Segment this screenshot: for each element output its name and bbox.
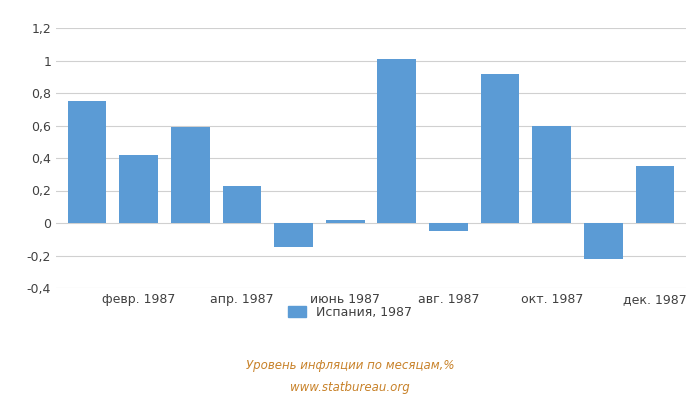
Bar <box>68 101 106 223</box>
Bar <box>274 223 313 247</box>
Bar <box>584 223 623 259</box>
Bar <box>223 186 261 223</box>
Bar <box>429 223 468 231</box>
Bar <box>171 127 209 223</box>
Bar <box>326 220 365 223</box>
Legend: Испания, 1987: Испания, 1987 <box>283 301 417 324</box>
Text: www.statbureau.org: www.statbureau.org <box>290 382 410 394</box>
Text: Уровень инфляции по месяцам,%: Уровень инфляции по месяцам,% <box>246 360 454 372</box>
Bar <box>481 74 519 223</box>
Bar <box>533 126 571 223</box>
Bar <box>636 166 674 223</box>
Bar <box>119 155 158 223</box>
Bar <box>377 59 416 223</box>
